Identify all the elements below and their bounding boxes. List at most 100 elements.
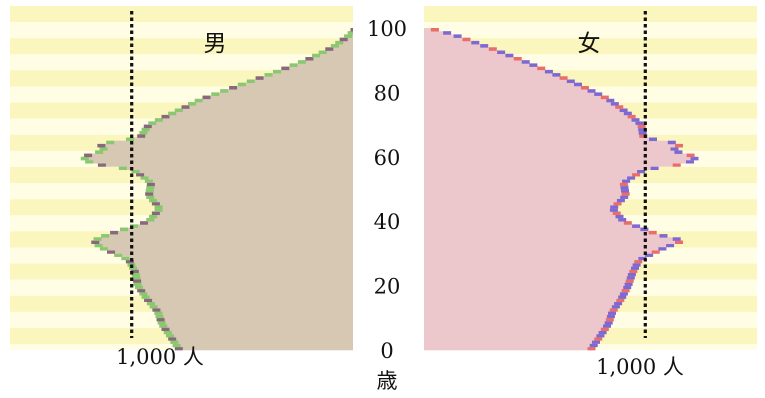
male-bar-age-90 bbox=[305, 57, 353, 61]
female-bar-age-82 bbox=[424, 82, 582, 87]
male-bar-age-34 bbox=[93, 237, 353, 241]
female-bar-age-49 bbox=[424, 189, 629, 193]
male-bar-age-24 bbox=[130, 269, 353, 274]
female-bar-edge-age-94 bbox=[480, 44, 489, 48]
female-bar-edge-age-16 bbox=[618, 295, 627, 299]
female-bar-edge-age-96 bbox=[462, 37, 471, 42]
male-bar-edge-age-72 bbox=[161, 114, 170, 119]
male-bar-edge-age-24 bbox=[130, 269, 139, 274]
male-band bbox=[10, 6, 353, 23]
female-bar-edge-age-98 bbox=[443, 31, 452, 35]
female-bar-age-34 bbox=[424, 237, 681, 241]
female-bar-age-17 bbox=[424, 292, 628, 296]
male-bar-edge-age-59 bbox=[80, 156, 89, 161]
male-bar-age-68 bbox=[141, 127, 353, 132]
male-panel-label: 男 bbox=[204, 31, 227, 57]
female-bar-edge-age-86 bbox=[544, 69, 553, 74]
female-bar-age-32 bbox=[424, 243, 675, 248]
male-bar-edge-age-53 bbox=[140, 176, 149, 180]
male-bar-age-41 bbox=[149, 214, 353, 219]
male-bar-edge-age-88 bbox=[289, 63, 298, 67]
male-bar-age-13 bbox=[149, 304, 353, 309]
male-bar-edge-age-63 bbox=[97, 143, 106, 148]
male-bar-edge-age-99 bbox=[350, 28, 353, 32]
male-bar-edge-age-48 bbox=[145, 192, 154, 196]
male-bar-age-6 bbox=[161, 327, 353, 332]
male-bar-age-63 bbox=[97, 143, 354, 148]
female-bar-age-18 bbox=[424, 288, 630, 293]
female-bar-edge-age-40 bbox=[618, 218, 627, 222]
female-bar-edge-age-45 bbox=[613, 201, 622, 206]
male-bar-edge-age-65 bbox=[126, 137, 135, 142]
male-bar-age-20 bbox=[133, 282, 353, 286]
female-bar-edge-age-57 bbox=[672, 163, 681, 167]
female-bar-age-2 bbox=[424, 340, 600, 344]
female-bar-age-91 bbox=[424, 53, 514, 58]
male-bar-age-71 bbox=[154, 118, 353, 122]
female-bar-age-10 bbox=[424, 314, 615, 319]
female-bar-age-71 bbox=[424, 118, 640, 122]
male-bar-age-39 bbox=[140, 221, 353, 225]
male-bar-age-15 bbox=[144, 298, 353, 303]
female-bar-age-83 bbox=[424, 79, 575, 84]
female-bar-edge-age-29 bbox=[645, 253, 654, 257]
female-bar-age-37 bbox=[424, 227, 649, 232]
male-bar-age-30 bbox=[107, 250, 353, 254]
male-bar-edge-age-20 bbox=[133, 282, 142, 286]
female-bar-age-51 bbox=[424, 182, 628, 187]
female-bar-edge-age-19 bbox=[623, 285, 632, 290]
male-bar-edge-age-52 bbox=[144, 179, 153, 183]
male-bar-age-64 bbox=[106, 140, 353, 145]
female-bar-edge-age-84 bbox=[559, 76, 568, 80]
female-bar-age-14 bbox=[424, 301, 623, 306]
female-bar-age-97 bbox=[424, 34, 462, 38]
male-bar-edge-age-50 bbox=[146, 185, 155, 190]
age-tick-100: 100 bbox=[367, 17, 407, 41]
female-bar-age-50 bbox=[424, 185, 629, 190]
female-bar-edge-age-79 bbox=[594, 92, 603, 96]
male-bar-age-56 bbox=[118, 166, 354, 171]
female-panel-label: 女 bbox=[578, 31, 601, 57]
female-bar-edge-age-7 bbox=[603, 324, 611, 328]
female-bar-age-96 bbox=[424, 37, 471, 42]
female-bar-edge-age-70 bbox=[635, 121, 644, 125]
male-bar-edge-age-95 bbox=[335, 40, 344, 45]
female-bar-age-12 bbox=[424, 308, 618, 312]
female-bar-edge-age-48 bbox=[621, 192, 630, 196]
male-bar-age-74 bbox=[174, 108, 353, 113]
male-bar-age-48 bbox=[145, 192, 353, 196]
male-bar-edge-age-96 bbox=[339, 37, 348, 42]
male-bar-age-54 bbox=[136, 172, 353, 177]
female-bar-age-16 bbox=[424, 295, 627, 299]
female-bar-age-41 bbox=[424, 214, 624, 219]
male-bar-age-83 bbox=[246, 79, 353, 84]
female-bar-edge-age-75 bbox=[615, 105, 624, 109]
male-bar-age-10 bbox=[155, 314, 353, 319]
male-bar-edge-age-75 bbox=[181, 105, 190, 109]
male-bar-edge-age-35 bbox=[101, 234, 110, 238]
male-bar-edge-age-38 bbox=[130, 224, 138, 228]
female-bar-age-88 bbox=[424, 63, 538, 67]
female-bar-edge-age-39 bbox=[623, 221, 632, 225]
male-bar-age-84 bbox=[255, 76, 353, 80]
female-bar-edge-age-32 bbox=[666, 243, 675, 248]
male-bar-edge-age-16 bbox=[141, 295, 150, 299]
female-bar-age-39 bbox=[424, 221, 632, 225]
male-bar-age-23 bbox=[131, 272, 353, 277]
female-bar-age-98 bbox=[424, 31, 452, 35]
age-unit-label: 歳 bbox=[377, 369, 398, 393]
male-bar-age-36 bbox=[110, 230, 353, 235]
female-bar-edge-age-0 bbox=[587, 346, 596, 351]
male-bar-edge-age-71 bbox=[154, 118, 163, 122]
male-bar-edge-age-81 bbox=[229, 86, 238, 90]
male-bar-age-55 bbox=[131, 169, 353, 174]
male-bar-age-81 bbox=[229, 86, 353, 90]
male-bar-edge-age-8 bbox=[157, 321, 166, 325]
female-bar-age-61 bbox=[424, 150, 683, 154]
bars-layer bbox=[80, 28, 699, 351]
male-bar-edge-age-22 bbox=[132, 275, 141, 280]
female-bar-edge-age-78 bbox=[600, 95, 609, 100]
female-bar-age-42 bbox=[424, 211, 621, 216]
female-bar-edge-age-26 bbox=[632, 263, 641, 267]
male-bar-edge-age-80 bbox=[220, 89, 229, 93]
